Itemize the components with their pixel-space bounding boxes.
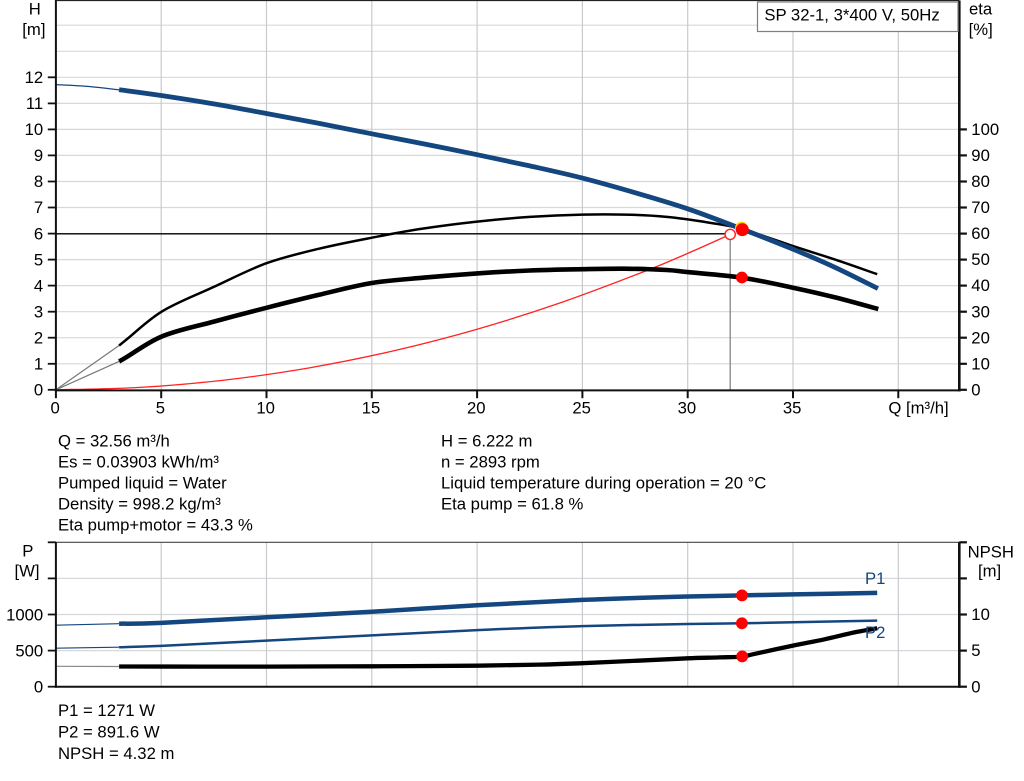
svg-text:5: 5 [971, 641, 980, 660]
svg-text:7: 7 [34, 198, 43, 217]
svg-text:Density = 998.2 kg/m³: Density = 998.2 kg/m³ [58, 495, 221, 514]
svg-text:[W]: [W] [15, 562, 40, 581]
svg-text:20: 20 [467, 399, 486, 418]
svg-text:90: 90 [971, 146, 990, 165]
svg-text:Eta pump+motor = 43.3 %: Eta pump+motor = 43.3 % [58, 516, 253, 535]
svg-text:11: 11 [26, 94, 43, 113]
svg-text:12: 12 [25, 68, 44, 87]
svg-text:10: 10 [256, 399, 275, 418]
svg-text:P1: P1 [865, 569, 885, 588]
svg-text:0: 0 [971, 677, 980, 696]
svg-text:100: 100 [971, 120, 999, 139]
svg-text:0: 0 [971, 380, 980, 399]
svg-text:SP 32-1, 3*400 V, 50Hz: SP 32-1, 3*400 V, 50Hz [764, 5, 939, 24]
svg-text:[m]: [m] [22, 20, 45, 39]
svg-text:10: 10 [971, 354, 990, 373]
svg-text:20: 20 [971, 328, 990, 347]
svg-text:3: 3 [34, 302, 43, 321]
svg-text:10: 10 [971, 605, 990, 624]
svg-text:9: 9 [34, 146, 43, 165]
svg-text:H = 6.222 m: H = 6.222 m [441, 432, 532, 451]
svg-text:Q = 32.56 m³/h: Q = 32.56 m³/h [58, 432, 170, 451]
svg-text:H: H [29, 0, 41, 19]
svg-text:[m]: [m] [978, 562, 1001, 581]
svg-text:5: 5 [156, 399, 165, 418]
svg-text:8: 8 [34, 172, 43, 191]
svg-text:60: 60 [971, 224, 990, 243]
svg-text:80: 80 [971, 172, 990, 191]
svg-text:P2: P2 [865, 623, 885, 642]
svg-text:4: 4 [34, 276, 43, 295]
svg-text:25: 25 [572, 399, 591, 418]
svg-text:40: 40 [971, 276, 990, 295]
svg-text:1: 1 [34, 355, 43, 374]
svg-text:1000: 1000 [6, 605, 43, 624]
svg-text:15: 15 [362, 399, 381, 418]
svg-text:10: 10 [25, 120, 44, 139]
svg-text:2: 2 [34, 328, 43, 347]
svg-text:50: 50 [971, 250, 990, 269]
svg-text:P2 = 891.6 W: P2 = 891.6 W [58, 723, 160, 742]
svg-text:0: 0 [34, 678, 43, 697]
svg-text:6: 6 [34, 224, 43, 243]
svg-text:n = 2893 rpm: n = 2893 rpm [441, 453, 540, 472]
svg-text:[%]: [%] [969, 20, 993, 39]
svg-text:Pumped liquid = Water: Pumped liquid = Water [58, 474, 227, 493]
svg-text:0: 0 [34, 381, 43, 400]
svg-text:0: 0 [50, 399, 59, 418]
svg-text:NPSH = 4.32 m: NPSH = 4.32 m [58, 744, 174, 763]
svg-text:Q [m³/h]: Q [m³/h] [888, 399, 948, 418]
svg-text:NPSH: NPSH [968, 542, 1014, 561]
svg-text:30: 30 [971, 302, 990, 321]
svg-text:Es = 0.03903 kWh/m³: Es = 0.03903 kWh/m³ [58, 453, 219, 472]
svg-text:P1 = 1271 W: P1 = 1271 W [58, 701, 155, 720]
svg-text:Eta pump = 61.8 %: Eta pump = 61.8 % [441, 495, 584, 514]
svg-text:35: 35 [783, 399, 802, 418]
svg-text:eta: eta [969, 0, 993, 19]
svg-text:P: P [22, 542, 33, 561]
svg-text:Liquid temperature during oper: Liquid temperature during operation = 20… [441, 474, 766, 493]
svg-text:500: 500 [15, 642, 43, 661]
svg-text:5: 5 [34, 250, 43, 269]
svg-text:70: 70 [971, 198, 990, 217]
svg-text:30: 30 [678, 399, 697, 418]
